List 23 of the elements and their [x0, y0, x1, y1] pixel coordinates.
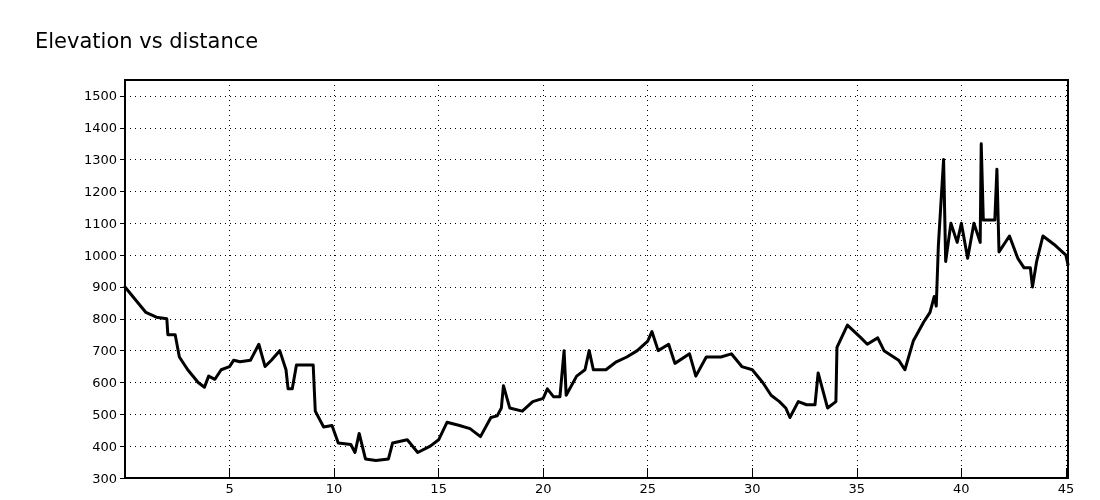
y-tick-label: 1100	[83, 215, 117, 231]
y-tick-label: 300	[92, 470, 117, 486]
y-tick-label: 1000	[83, 247, 117, 263]
x-tick-label: 20	[534, 481, 552, 496]
y-tick-label: 400	[92, 438, 117, 454]
x-tick-label: 15	[430, 481, 447, 496]
x-tick-label: 45	[1057, 481, 1075, 496]
y-tick-label: 800	[92, 311, 117, 327]
x-tick-label: 5	[225, 481, 234, 496]
chart-title: Elevation vs distance	[35, 28, 259, 53]
y-tick-label: 900	[92, 279, 117, 295]
y-tick-label: 1200	[83, 183, 117, 199]
x-tick-label: 40	[953, 481, 970, 496]
y-tick-label: 1500	[83, 88, 117, 104]
y-tick-label: 600	[92, 374, 117, 390]
y-tick-label: 1300	[83, 152, 117, 168]
y-tick-label: 500	[92, 406, 117, 422]
y-tick-label: 700	[92, 343, 117, 359]
x-tick-label: 10	[325, 481, 343, 496]
y-tick-label: 1400	[83, 120, 117, 136]
x-tick-label: 30	[744, 481, 761, 496]
x-tick-label: 35	[848, 481, 866, 496]
x-tick-label: 25	[639, 481, 656, 496]
